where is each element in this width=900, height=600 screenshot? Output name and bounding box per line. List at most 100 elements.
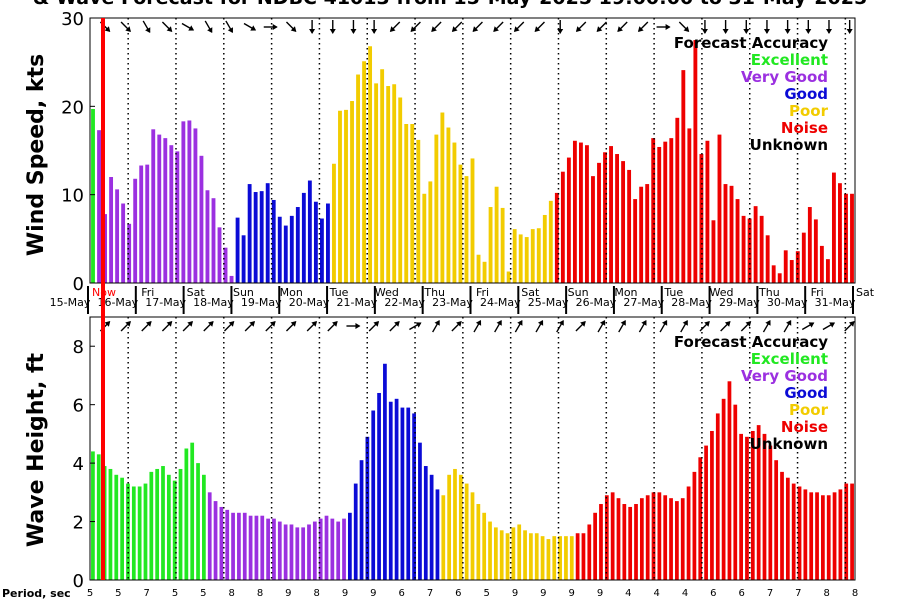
bar [133,178,138,283]
bar [422,193,427,283]
bar [499,530,504,580]
direction-arrow-icon [368,321,380,332]
period-value: 9 [540,588,546,599]
bar [388,401,393,580]
date-label: 28-May [671,296,712,309]
legend-item: Poor [789,102,829,120]
bar [711,220,716,283]
period-value: 6 [710,588,716,599]
bar [844,483,849,580]
bar [312,521,317,580]
bar [157,134,162,283]
date-label: 22-May [384,296,425,309]
bar [225,509,230,580]
day-name-label: Wed [375,286,399,299]
direction-arrow-icon [617,21,628,32]
bar [377,392,381,580]
bar [400,407,405,580]
bar [338,110,342,283]
y-tick-label: 0 [73,571,84,592]
bar [645,495,650,580]
bar [265,183,270,283]
bar [687,128,692,283]
day-name-label: Fri [476,286,489,299]
bar [783,250,788,283]
bar [356,74,360,283]
bar [231,512,235,580]
direction-arrow-icon [822,322,836,331]
bar [348,512,352,580]
bar [137,486,142,580]
bar [120,477,124,580]
direction-arrow-icon [309,20,316,34]
bar [453,468,457,580]
date-label: 21-May [337,296,378,309]
bar [530,229,535,283]
wave-bars [91,363,854,580]
day-name-label: Thu [423,286,445,299]
bar [313,201,318,283]
bar [350,101,354,283]
direction-arrow-icon [161,321,173,332]
direction-arrow-icon [306,321,318,332]
bar [149,471,154,580]
bar [172,480,177,580]
bar [241,235,246,283]
day-name-label: Mon [614,286,637,299]
day-name-label: Tue [329,286,349,299]
bar [771,265,776,283]
bar [242,512,247,580]
bar [380,69,385,283]
bar [446,127,451,283]
bar [229,275,234,283]
bar [575,533,580,580]
wind-y-axis-label: Wind Speed, kts [24,54,49,256]
bar [266,518,270,580]
bar [838,183,842,283]
bar [441,495,446,580]
period-value: 4 [682,588,688,599]
bar [254,515,259,580]
bar [91,108,95,283]
legend-item: Excellent [751,350,828,368]
direction-arrow-icon [763,20,770,34]
bar [717,134,722,283]
bar [151,129,156,283]
bar [458,474,463,580]
bar [406,407,411,580]
bar [803,489,808,580]
wind-direction-arrows [99,20,853,34]
direction-arrow-icon [783,319,792,333]
direction-arrow-icon [120,321,131,332]
bar [476,504,481,580]
bar [217,227,222,283]
legend-item: Noise [781,418,828,436]
bar [710,430,714,580]
bar [202,474,206,580]
legend-item: Excellent [751,51,828,69]
direction-arrow-icon [182,321,193,332]
period-value: 9 [342,588,348,599]
legend-title: Forecast Accuracy [674,34,828,52]
bar [178,468,183,580]
bar [621,161,626,283]
period-value: 8 [257,588,263,599]
date-label: 16-May [97,296,138,309]
bar [383,363,387,580]
bar [169,145,174,283]
bar [645,184,650,283]
direction-arrow-icon [638,319,647,333]
date-label: 30-May [767,296,808,309]
bar [494,186,499,283]
bar [410,124,415,283]
bar [762,433,767,580]
bar [628,506,633,580]
period-value: 7 [767,588,773,599]
direction-arrow-icon [494,319,502,333]
bar [585,145,589,283]
bar [615,154,619,283]
bar [777,273,782,283]
direction-arrow-icon [141,321,152,332]
bar [447,474,452,580]
